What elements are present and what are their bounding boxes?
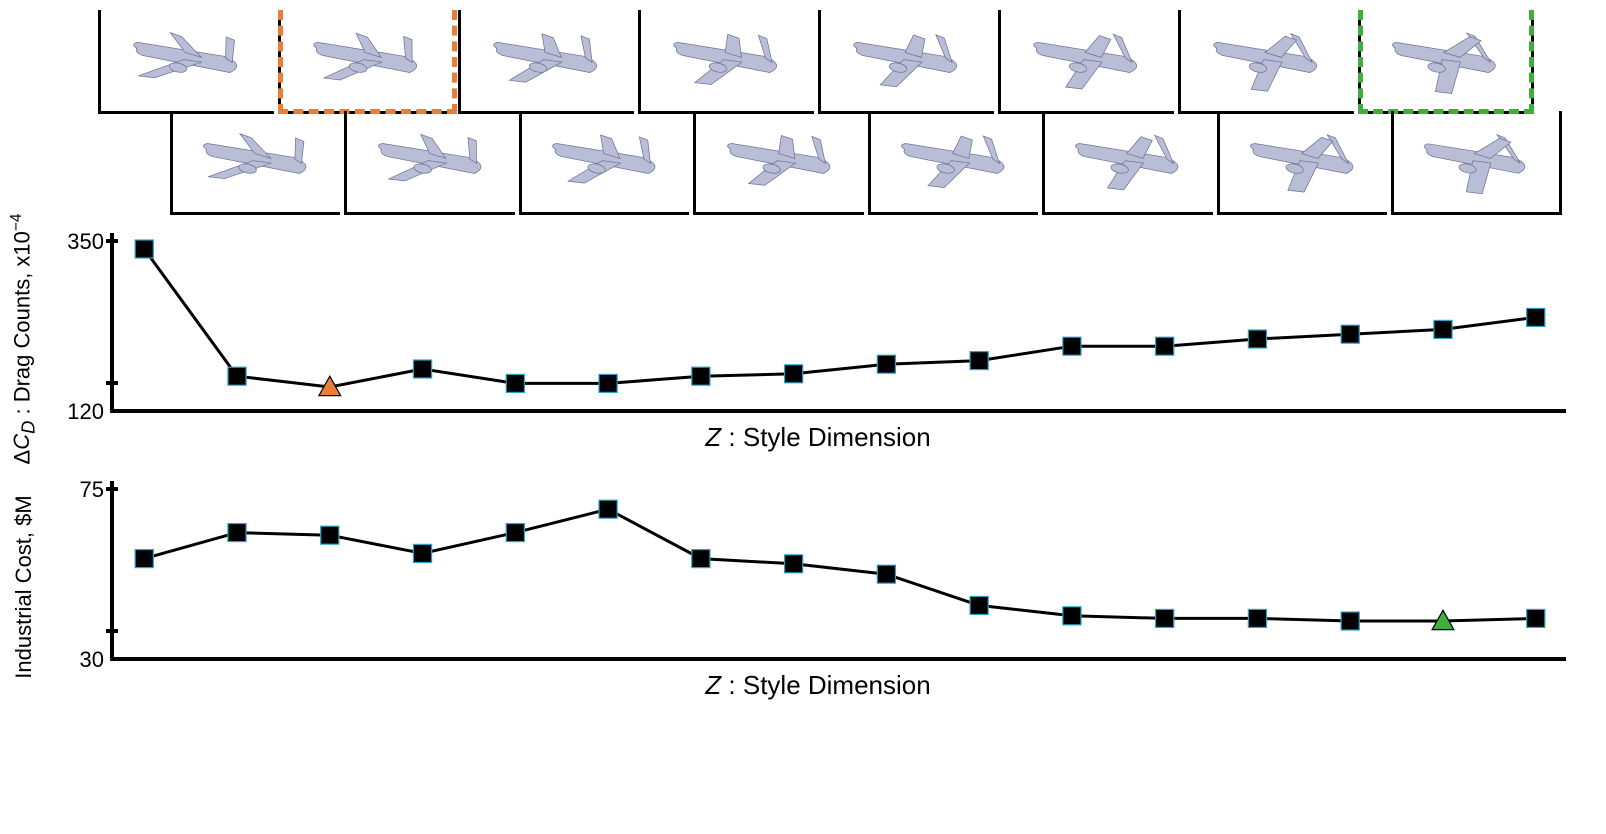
thumbnail-cell: [818, 10, 994, 114]
thumbnail-cell: [458, 10, 634, 114]
plot-area-drag: [110, 233, 1566, 413]
thumbnail-cell: [1391, 111, 1562, 215]
ytick-top-drag: 350: [58, 229, 104, 255]
figure-root: ΔCD : Drag Counts, x10−4 350 120 Z : Sty…: [0, 0, 1606, 834]
thumbnail-cell: [693, 111, 863, 215]
ytick-top-cost: 75: [58, 477, 104, 503]
ylabel-drag: ΔCD : Drag Counts, x10−4: [8, 214, 40, 465]
thumbnail-cell: [170, 111, 340, 215]
thumbnail-cell: [998, 10, 1174, 114]
thumbnail-cell: [278, 10, 454, 114]
thumbnail-cell: [868, 111, 1038, 215]
thumbnail-row-top: [98, 10, 1566, 114]
thumbnail-cell: [344, 111, 514, 215]
ytick-bot-drag: 120: [58, 399, 104, 425]
series-drag: [114, 233, 1566, 409]
thumbnail-cell: [1217, 111, 1387, 215]
chart-cost: Industrial Cost, $M 75 30 Z : Style Dime…: [70, 481, 1566, 693]
plot-area-cost: [110, 481, 1566, 661]
series-cost: [114, 481, 1566, 657]
ytick-bot-cost: 30: [58, 647, 104, 673]
thumbnail-cell: [519, 111, 689, 215]
thumbnail-row-bottom: [170, 111, 1566, 215]
thumbnail-cell: [1178, 10, 1354, 114]
xlabel-cost: Z : Style Dimension: [705, 670, 930, 701]
chart-drag: ΔCD : Drag Counts, x10−4 350 120 Z : Sty…: [70, 233, 1566, 445]
xlabel-drag: Z : Style Dimension: [705, 422, 930, 453]
thumbnail-cell: [98, 10, 274, 114]
thumbnail-cell: [1358, 10, 1534, 114]
thumbnail-cell: [1042, 111, 1212, 215]
ylabel-cost: Industrial Cost, $M: [11, 495, 37, 678]
thumbnail-cell: [638, 10, 814, 114]
